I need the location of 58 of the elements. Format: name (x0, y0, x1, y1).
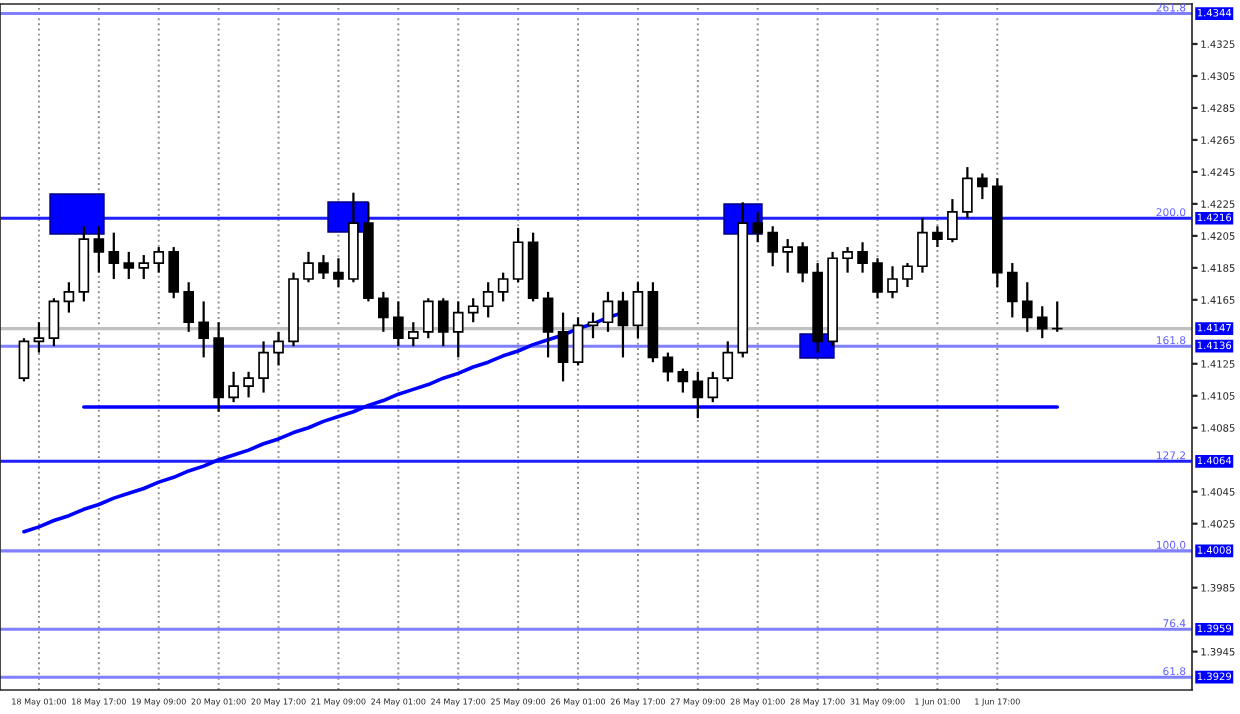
candlestick (243, 370, 254, 399)
candlestick (572, 316, 584, 367)
candlestick (123, 250, 135, 281)
candlestick (707, 370, 719, 404)
candlestick (108, 231, 120, 281)
candlestick (482, 281, 494, 319)
candlestick (378, 290, 389, 333)
candlestick (752, 210, 764, 244)
candlestick (407, 321, 419, 348)
candlestick (677, 367, 689, 394)
candlestick (602, 290, 614, 333)
candlestick (467, 297, 479, 324)
candlestick (48, 297, 60, 348)
candlestick (842, 245, 853, 274)
candlestick (977, 172, 988, 201)
candlestick (333, 257, 344, 289)
candlestick (722, 340, 734, 383)
candlestick (1036, 305, 1048, 340)
candlestick (557, 311, 569, 383)
candlestick (797, 241, 808, 284)
candlestick (872, 257, 883, 300)
candlestick (273, 330, 284, 367)
candlestick (258, 340, 269, 394)
candlestick (767, 225, 779, 268)
candlestick (587, 311, 599, 340)
candlestick (917, 217, 928, 274)
candlestick (887, 265, 898, 300)
candlestick (947, 197, 958, 244)
candlestick (198, 300, 209, 359)
candlestick (93, 225, 105, 274)
candlestick (153, 245, 165, 274)
candlestick (303, 250, 314, 284)
candlestick (228, 370, 239, 404)
candlestick (962, 165, 973, 220)
candlestick (437, 297, 449, 348)
candlestick (542, 290, 554, 359)
candlestick (617, 290, 629, 359)
candlestick (497, 271, 509, 303)
candlestick (33, 321, 45, 354)
candlestick (662, 351, 674, 383)
candlestick (902, 261, 913, 289)
candlestick (422, 297, 434, 340)
candlestick (1006, 261, 1018, 319)
candlestick (857, 241, 868, 274)
candlestick (632, 281, 644, 340)
candlestick (452, 300, 464, 359)
candlestick (18, 337, 30, 383)
candlestick (692, 370, 704, 420)
candlestick (318, 253, 329, 281)
candlestick (1021, 281, 1033, 333)
candlestick (393, 300, 404, 348)
candlestick (168, 245, 180, 300)
candlestick (932, 225, 943, 249)
candlestick (138, 253, 150, 281)
candlestick (512, 226, 524, 284)
candlestick (782, 237, 794, 274)
candlestick (63, 281, 75, 314)
candlestick (183, 281, 195, 333)
